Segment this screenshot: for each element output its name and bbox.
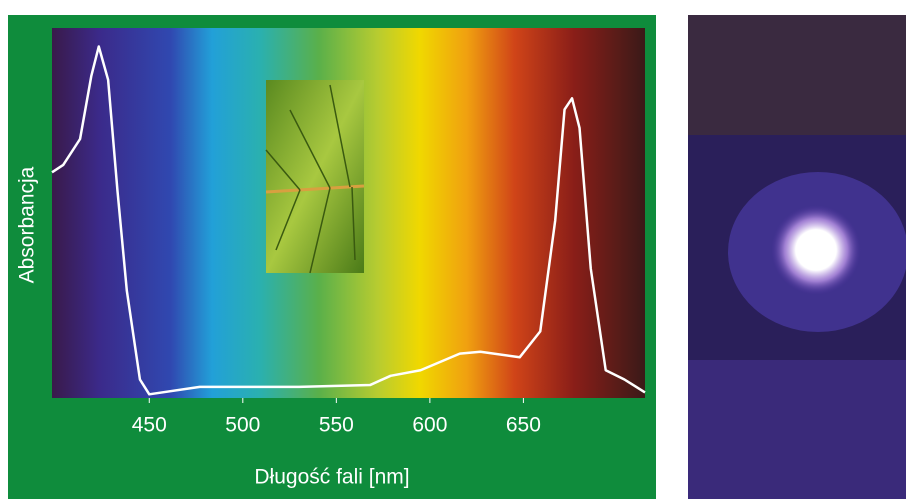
lamp-photo [688, 15, 906, 499]
leaf-photo [266, 80, 364, 273]
x-tick-label: 550 [319, 414, 354, 437]
x-tick-label: 450 [132, 414, 167, 437]
x-tick-label: 500 [225, 414, 260, 437]
page: Absorbancja Długość fali [nm] 450 500 550 6… [0, 0, 906, 499]
x-axis-label: Długość fali [nm] [254, 466, 409, 489]
y-axis-label: Absorbancja [16, 166, 39, 283]
figure: Absorbancja Długość fali [nm] 450 500 550 6… [0, 0, 906, 499]
x-tick-label: 600 [412, 414, 447, 437]
x-tick-label: 650 [506, 414, 541, 437]
